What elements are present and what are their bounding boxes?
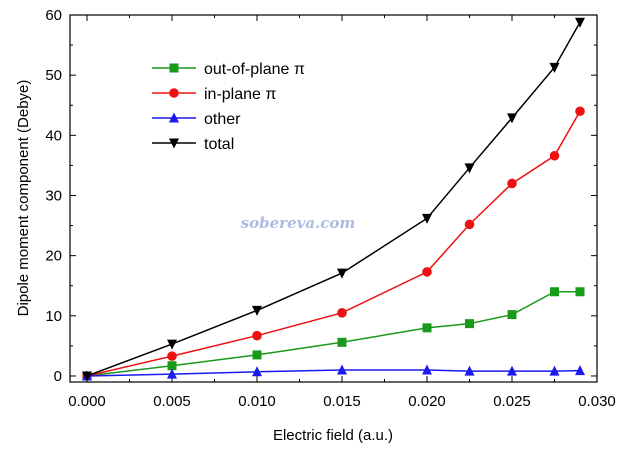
legend-marker — [169, 63, 179, 73]
legend-item: out-of-plane π — [152, 61, 305, 78]
series-line — [86, 21, 581, 377]
data-point — [465, 319, 474, 329]
legend-marker — [169, 138, 179, 149]
x-tick-label: 0.015 — [323, 393, 361, 410]
axes: 0.000 0.005 0.010 0.015 0.020 0.025 0.030 0 10 20… — [45, 7, 615, 410]
y-tick-label: 0 — [54, 368, 62, 385]
data-point — [507, 178, 517, 189]
data-point — [422, 364, 432, 375]
data-point — [575, 17, 585, 28]
data-point — [575, 106, 585, 117]
y-axis-title: Dipole moment component (Debye) — [15, 80, 32, 317]
y-tick-label: 10 — [45, 308, 62, 325]
data-point — [337, 337, 347, 347]
legend-label: other — [204, 111, 241, 128]
data-point — [507, 365, 517, 376]
data-point — [82, 371, 92, 382]
x-tick-label: 0.010 — [238, 393, 276, 410]
data-point — [337, 308, 347, 318]
series-line — [86, 369, 581, 377]
data-point — [549, 150, 560, 161]
x-tick-label: 0.005 — [153, 393, 191, 410]
legend-marker — [169, 88, 179, 98]
data-point — [252, 366, 262, 377]
data-point — [507, 113, 517, 124]
series-line — [86, 291, 580, 377]
y-tick-label: 30 — [45, 187, 62, 204]
data-point — [507, 310, 517, 320]
data-point — [167, 361, 177, 371]
data-point — [252, 305, 262, 316]
data-point — [337, 268, 347, 279]
series-layer — [82, 17, 585, 382]
y-tick-label: 60 — [45, 7, 62, 24]
x-tick-label: 0.030 — [578, 393, 616, 410]
data-point — [575, 287, 585, 297]
legend-item: total — [152, 136, 234, 153]
data-point — [337, 364, 347, 375]
data-point — [422, 213, 432, 224]
y-tick-label: 20 — [45, 248, 62, 265]
legend-item: other — [152, 111, 241, 128]
data-point — [464, 163, 475, 174]
legend-marker — [169, 112, 179, 123]
data-point — [252, 330, 262, 341]
y-tick-label: 40 — [45, 127, 62, 144]
data-point — [575, 365, 585, 376]
legend-item: in-plane π — [152, 86, 276, 103]
legend-label: in-plane π — [204, 86, 276, 103]
x-tick-label: 0.025 — [493, 393, 531, 410]
data-point — [422, 267, 432, 277]
legend: out-of-plane π in-plane π other total — [152, 61, 305, 153]
data-point — [550, 287, 559, 297]
data-point — [464, 365, 475, 376]
data-point — [167, 351, 177, 361]
data-point — [167, 368, 177, 379]
data-point — [167, 339, 177, 350]
data-point — [422, 323, 432, 333]
series-2 — [82, 364, 585, 381]
data-point — [252, 350, 262, 360]
series-3 — [82, 17, 585, 382]
y-tick-label: 50 — [45, 67, 62, 84]
x-tick-label: 0.020 — [408, 393, 446, 410]
watermark-text: sobereva.com — [241, 214, 356, 232]
legend-label: out-of-plane π — [204, 61, 305, 78]
series-1 — [82, 106, 585, 381]
x-tick-label: 0.000 — [68, 393, 106, 410]
x-axis-title: Electric field (a.u.) — [273, 427, 393, 444]
plot-frame — [69, 14, 598, 383]
series-0 — [82, 287, 585, 381]
series-line — [86, 110, 581, 377]
data-point — [549, 62, 560, 73]
data-point — [464, 219, 475, 230]
legend-label: total — [204, 136, 234, 153]
data-point — [549, 365, 560, 376]
